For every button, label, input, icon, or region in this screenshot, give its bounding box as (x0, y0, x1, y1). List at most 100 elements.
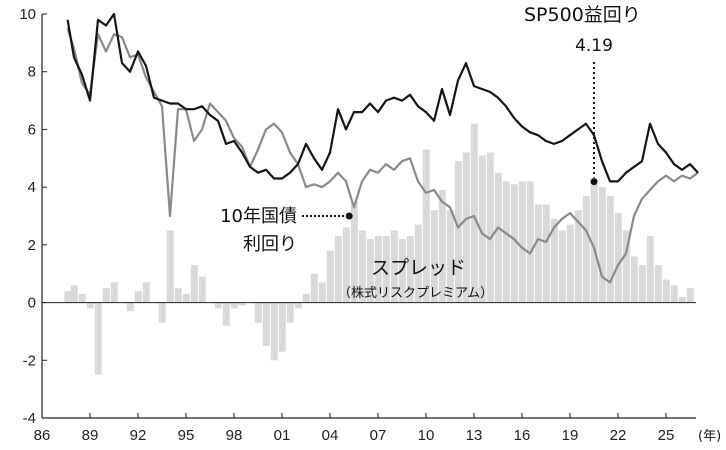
y-tick-label: -4 (23, 410, 36, 427)
spread-bar (606, 195, 614, 303)
spread-bar (422, 149, 430, 303)
spread-bar (64, 291, 72, 303)
spread-bar (574, 210, 582, 303)
spread-bar (654, 265, 662, 303)
x-tick-label: 07 (370, 427, 387, 444)
spread-bar (470, 123, 478, 303)
spread-bar (270, 302, 278, 361)
spread-bar (70, 285, 78, 303)
spread-bar (566, 224, 574, 303)
spread-bar (214, 302, 222, 309)
spread-bar (518, 181, 526, 303)
spread-bar (286, 302, 294, 323)
spread-sublabel: （株式リスクプレミアム） (338, 286, 493, 301)
x-tick-label: 95 (178, 427, 195, 444)
bond-line (66, 28, 699, 284)
spread-bar (310, 273, 318, 303)
spread-bar (550, 218, 558, 303)
spread-bar (342, 227, 350, 303)
spread-bar (302, 293, 310, 303)
spread-bar (198, 276, 206, 303)
spread-bar (222, 302, 230, 326)
spread-bar (630, 256, 638, 303)
spread-bar (406, 236, 414, 303)
spread-bar (662, 279, 670, 303)
spread-bar (318, 282, 326, 303)
spread-bar (190, 265, 198, 303)
spread-bar (134, 291, 142, 303)
bond-label-line1: 10年国債 (220, 206, 297, 227)
y-tick-label: 6 (28, 121, 36, 138)
spread-bar (166, 230, 174, 303)
spread-bar (238, 302, 246, 306)
y-tick-label: 8 (28, 64, 36, 81)
spread-bar (502, 181, 510, 303)
spread-bar (358, 230, 366, 303)
spread-area (64, 123, 694, 375)
series-lines (66, 12, 699, 284)
spread-bar (430, 210, 438, 303)
spread-bar (646, 236, 654, 303)
spread-bar (398, 239, 406, 303)
x-tick-label: 10 (418, 427, 435, 444)
spread-bar (582, 195, 590, 303)
spread-bar (598, 187, 606, 303)
spread-bar (366, 239, 374, 303)
spread-bar (158, 302, 166, 323)
spread-bar (382, 236, 390, 303)
spread-bar (558, 230, 566, 303)
spread-bar (526, 181, 534, 303)
spread-bar (510, 184, 518, 303)
spread-bar (670, 285, 678, 303)
spread-bar (254, 302, 262, 323)
x-tick-label: 89 (82, 427, 99, 444)
x-tick-label: 98 (226, 427, 243, 444)
spread-bar (230, 302, 238, 309)
x-tick-label: 86 (34, 427, 51, 444)
sp500-line (66, 12, 699, 183)
bond-marker (345, 212, 353, 220)
spread-bar (390, 230, 398, 303)
spread-bar (350, 201, 358, 303)
spread-bar (590, 184, 598, 303)
spread-bar (462, 152, 470, 303)
spread-bar (294, 302, 302, 309)
sp500-value-label: 4.19 (575, 36, 613, 56)
x-tick-label: 01 (274, 427, 291, 444)
spread-bar (478, 155, 486, 303)
y-tick-label: -2 (23, 352, 36, 369)
x-tick-label: 25 (658, 427, 675, 444)
bond-label-line2: 利回り (243, 234, 297, 255)
y-tick-label: 4 (28, 179, 36, 196)
x-tick-label: 19 (562, 427, 579, 444)
spread-bar (622, 230, 630, 303)
y-tick-label: 10 (19, 6, 36, 23)
spread-bar (686, 288, 694, 303)
spread-bar (262, 302, 270, 346)
axes: -4 -2 0 2 4 6 8 10 86 89 92 95 98 01 04 07 10 13 16 19 22 25 (… (19, 6, 721, 444)
spread-bar (454, 161, 462, 303)
spread-bar (374, 236, 382, 303)
spread-bar (414, 224, 422, 303)
spread-bar (86, 302, 94, 309)
y-tick-label: 2 (28, 237, 36, 254)
spread-bar (438, 190, 446, 303)
sp500-marker (590, 178, 598, 186)
x-tick-label: 92 (130, 427, 147, 444)
spread-bar (182, 293, 190, 303)
spread-bar (78, 293, 86, 303)
spread-bar (110, 282, 118, 303)
x-tick-label: 22 (610, 427, 627, 444)
spread-bar (126, 302, 134, 312)
spread-bar (446, 210, 454, 303)
spread-bar (638, 265, 646, 303)
spread-bar (174, 288, 182, 303)
spread-bar (334, 236, 342, 303)
y-tick-label: 0 (28, 295, 36, 312)
spread-bar (326, 250, 334, 303)
spread-bar (94, 302, 102, 375)
spread-bar (614, 213, 622, 303)
spread-bar (494, 172, 502, 303)
